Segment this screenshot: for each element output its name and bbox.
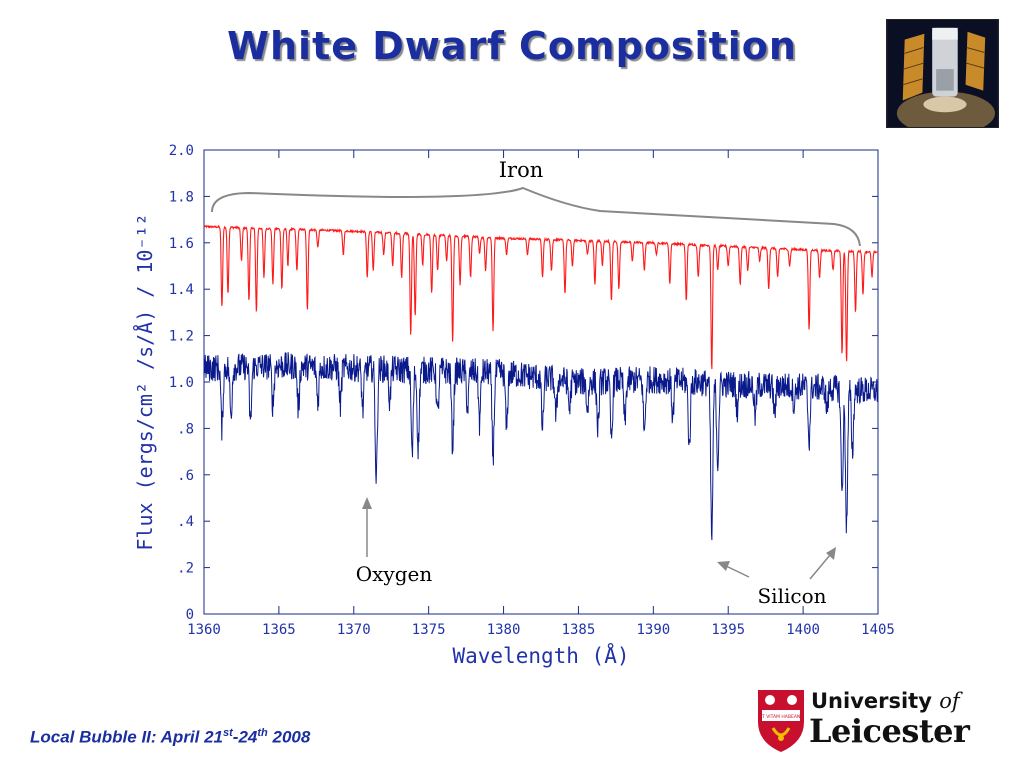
series-layer [203,224,879,541]
x-axis-label: Wavelength (Å) [452,642,629,668]
x-tick-label: 1360 [187,622,221,638]
y-tick-label: .8 [177,421,194,437]
hubble-telescope-icon [886,19,999,128]
x-tick-label: 1370 [337,622,371,638]
footer-suffix: 2008 [267,727,311,747]
y-tick-label: 1.8 [169,189,194,205]
slide-title: White Dwarf Composition [227,24,797,68]
y-tick-label: 1.6 [169,236,194,252]
oxygen-arrowhead [362,497,372,509]
x-tick-label: 1390 [636,622,670,638]
university-shield-icon: VT VITAM HABEANT [758,690,804,752]
iron-label: Iron [499,158,544,182]
observed-spectrum-line [203,352,879,541]
y-axis: 0 .2 .4 .6 .8 1.0 1.2 1.4 1.6 1.8 2.0 [169,143,878,623]
x-tick-label: 1385 [562,622,596,638]
y-tick-label: 1.4 [169,282,194,298]
x-tick-label: 1400 [786,622,820,638]
x-tick-label: 1365 [262,622,296,638]
university-logo: VT VITAM HABEANT University of Leicester [756,686,996,756]
silicon-arrowhead-left [717,561,730,571]
silicon-label: Silicon [757,584,826,608]
x-axis: 1360 1365 1370 1375 1380 1385 1390 1395 1400 1405 [187,150,895,638]
silicon-arrowhead-right [826,547,836,560]
y-tick-label: .4 [177,514,194,530]
footer-sup-th: th [257,727,268,739]
footer-mid: -24 [232,727,258,747]
model-spectrum-line [203,224,879,370]
x-tick-label: 1405 [861,622,895,638]
x-tick-label: 1395 [711,622,745,638]
y-tick-label: .2 [177,561,194,577]
iron-brace [211,186,861,247]
silicon-arrow-right [809,554,831,580]
footer-prefix: Local Bubble II: April 21 [30,727,224,747]
y-tick-label: .6 [177,468,194,484]
shield-motto: VT VITAM HABEANT [759,714,803,720]
university-word: University [811,689,932,713]
x-tick-label: 1380 [487,622,521,638]
y-tick-label: 1.2 [169,329,194,345]
y-tick-label: 2.0 [169,143,194,159]
university-of: of [939,689,960,713]
y-axis-label: Flux (ergs/cm² /s/Å) / 10⁻¹² [133,213,157,550]
y-tick-label: 1.0 [169,375,194,391]
oxygen-label: Oxygen [356,562,433,586]
silicon-arrow-left [725,565,750,578]
x-tick-label: 1375 [412,622,446,638]
footer-event: Local Bubble II: April 21st-24th 2008 [30,727,310,748]
footer-sup-st: st [223,727,233,739]
university-name-line1: University of [811,689,960,713]
university-name-line2: Leicester [809,712,970,750]
y-tick-label: 0 [186,607,194,623]
